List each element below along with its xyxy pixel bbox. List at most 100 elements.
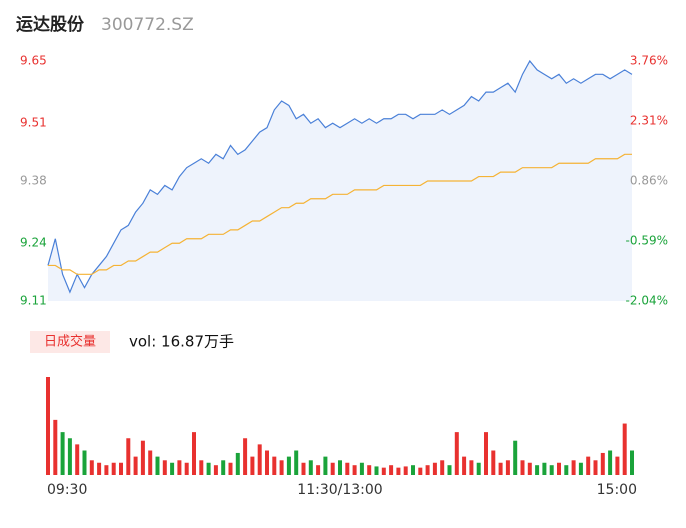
volume-bar <box>381 467 386 475</box>
volume-bar <box>527 462 532 475</box>
volume-bar <box>593 460 598 475</box>
x-tick-label: 15:00 <box>597 482 637 498</box>
volume-bar <box>432 462 437 475</box>
volume-bar <box>162 460 167 475</box>
y-tick-label: 9.65 <box>20 54 47 68</box>
volume-bar <box>498 462 503 475</box>
volume-bar <box>97 462 102 475</box>
volume-bar <box>140 440 145 475</box>
volume-bar <box>440 460 445 475</box>
volume-bar <box>374 466 379 475</box>
volume-bar <box>155 456 160 475</box>
volume-bar <box>411 465 415 475</box>
volume-bar <box>367 465 372 475</box>
volume-title: 日成交量 <box>44 334 96 350</box>
volume-bar <box>389 465 394 475</box>
volume-bar <box>564 465 569 475</box>
volume-bar <box>491 450 496 475</box>
volume-bar <box>418 467 423 475</box>
volume-bar <box>46 377 50 475</box>
y-tick-label: 9.51 <box>20 116 47 130</box>
volume-bar <box>330 462 335 475</box>
volume-bar <box>265 450 269 475</box>
volume-bar <box>323 456 328 475</box>
volume-bar <box>447 465 452 475</box>
volume-bar <box>571 460 576 475</box>
volume-bar <box>549 465 554 475</box>
volume-bar <box>476 462 481 475</box>
x-tick-label: 09:30 <box>47 482 87 498</box>
y-tick-label: 9.38 <box>20 174 47 188</box>
volume-bar <box>513 440 518 475</box>
volume-bar <box>600 452 605 475</box>
volume-bar <box>535 465 540 475</box>
volume-bar <box>206 462 211 475</box>
volume-bar <box>148 450 153 475</box>
volume-bar <box>578 462 583 475</box>
volume-bar <box>396 467 401 475</box>
volume-bar <box>608 450 613 475</box>
volume-bar <box>199 460 204 475</box>
y2-tick-label: 3.76% <box>630 54 668 68</box>
y-tick-label: 9.24 <box>20 236 47 250</box>
volume-bar <box>279 460 284 475</box>
volume-bar <box>505 460 510 475</box>
volume-title-box <box>30 331 110 353</box>
volume-bar <box>257 444 262 475</box>
y2-tick-label: 2.31% <box>630 114 668 128</box>
volume-bar <box>520 460 525 475</box>
volume-bar <box>250 456 255 475</box>
volume-bar <box>622 423 627 475</box>
average-line <box>48 153 632 275</box>
volume-bar <box>586 456 591 475</box>
stock-name: 运达股份 <box>16 14 85 35</box>
volume-bar <box>235 452 240 475</box>
volume-bar <box>111 462 116 475</box>
volume-bar <box>462 456 467 475</box>
volume-bar <box>213 465 218 475</box>
volume-bar <box>53 419 58 475</box>
volume-bar <box>345 462 350 475</box>
volume-bar <box>104 465 109 475</box>
volume-bar <box>359 462 364 475</box>
volume-bar <box>403 466 408 475</box>
y2-tick-label: -0.59% <box>626 234 668 248</box>
volume-bar <box>243 438 248 475</box>
volume-bar <box>89 460 94 475</box>
volume-bar <box>352 465 357 475</box>
volume-bar <box>60 432 65 475</box>
price-line <box>47 59 633 294</box>
volume-bar <box>316 465 321 475</box>
volume-bar <box>82 450 87 475</box>
price-area <box>48 61 632 301</box>
volume-bar <box>615 456 620 475</box>
volume-bar <box>184 462 189 475</box>
y2-tick-label: 0.86% <box>630 174 668 188</box>
volume-bar <box>67 438 72 475</box>
volume-bar <box>469 460 474 475</box>
volume-bar <box>75 444 80 475</box>
volume-bar <box>557 462 561 475</box>
volume-label: vol: 16.87万手 <box>129 333 234 351</box>
volume-bar <box>484 432 488 475</box>
volume-bar <box>133 456 138 475</box>
stock-code: 300772.SZ <box>101 15 194 35</box>
y2-tick-label: -2.04% <box>626 294 668 308</box>
volume-bar <box>170 462 175 475</box>
volume-bar <box>308 460 313 475</box>
volume-bar <box>301 462 306 475</box>
volume-bar <box>454 432 459 475</box>
y-tick-label: 9.11 <box>20 294 47 308</box>
volume-bar <box>286 456 291 475</box>
x-tick-label: 11:30/13:00 <box>297 482 382 498</box>
volume-bar <box>542 462 547 475</box>
volume-bar <box>338 460 342 475</box>
volume-bar <box>119 462 123 475</box>
volume-bar <box>272 456 277 475</box>
volume-bar <box>177 460 182 475</box>
volume-bar <box>228 462 233 475</box>
volume-bar <box>630 450 634 475</box>
volume-bar <box>192 432 196 475</box>
volume-bar <box>425 465 430 475</box>
